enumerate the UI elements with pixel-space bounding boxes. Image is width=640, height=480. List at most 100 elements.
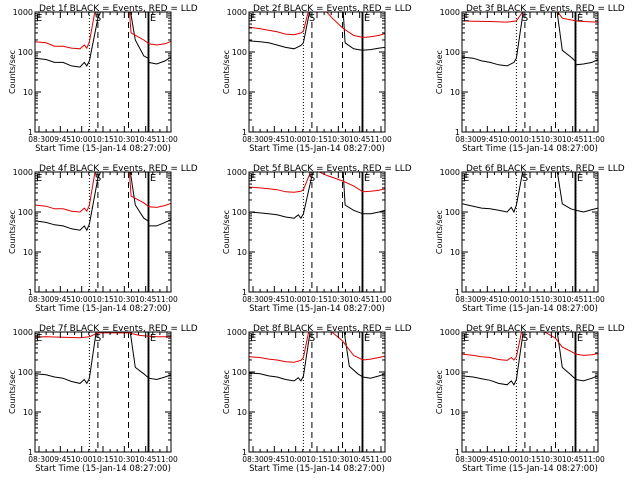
y-tick-label: 10 (23, 248, 33, 257)
y-axis-label: Counts/sec (222, 210, 231, 254)
flag-e-left: E (463, 13, 469, 24)
x-tick-label: 10:15 (519, 295, 541, 304)
plot-frame (461, 331, 599, 453)
x-tick-label: 09:45 (50, 295, 72, 304)
flag-s: S (309, 333, 315, 344)
x-tick-label: 08:30 (242, 455, 264, 464)
y-tick-label: 1000 (440, 328, 460, 337)
x-tick-label: 10:30 (541, 295, 563, 304)
x-tick-label: 11:00 (370, 455, 392, 464)
panel-title: Det 8f BLACK = Events, RED = LLD (253, 324, 412, 334)
flag-e-left: E (250, 13, 256, 24)
x-tick-label: 08:30 (28, 135, 50, 144)
x-tick-label: 10:45 (135, 135, 157, 144)
series-line-events (35, 12, 171, 68)
x-tick-label: 11:00 (156, 295, 178, 304)
series-line-lld (249, 12, 385, 39)
flag-s: S (522, 173, 528, 184)
series-line-events (462, 172, 598, 214)
flag-e-left: E (463, 333, 469, 344)
panel-title: Det 4f BLACK = Events, RED = LLD (39, 164, 198, 174)
x-tick-label: 11:00 (156, 135, 178, 144)
y-tick-label: 100 (232, 48, 247, 57)
panel-title: Det 3f BLACK = Events, RED = LLD (466, 4, 625, 14)
plot-frame (248, 331, 386, 453)
x-tick-label: 10:00 (71, 295, 93, 304)
panel-title: Det 5f BLACK = Events, RED = LLD (253, 164, 412, 174)
y-tick-label: 1 (28, 128, 33, 137)
plot-frame (34, 171, 172, 293)
panel-title: Det 1f BLACK = Events, RED = LLD (39, 4, 198, 14)
y-axis-label: Counts/sec (222, 370, 231, 414)
series-line-events (462, 332, 598, 386)
x-tick-label: 10:00 (498, 135, 520, 144)
x-tick-label: 10:30 (328, 135, 350, 144)
x-tick-label: 10:15 (92, 295, 114, 304)
x-tick-label: 10:30 (114, 135, 136, 144)
flag-e-right: E (577, 13, 583, 24)
x-tick-label: 09:45 (50, 455, 72, 464)
x-tick-label: 10:30 (541, 135, 563, 144)
y-tick-label: 100 (445, 208, 460, 217)
x-axis-label: Start Time (15-Jan-14 08:27:00) (249, 304, 385, 314)
flag-e-right: E (150, 13, 156, 24)
x-tick-label: 08:30 (455, 455, 477, 464)
flag-s: S (95, 173, 101, 184)
y-tick-label: 1 (28, 448, 33, 457)
flag-s: S (522, 333, 528, 344)
flag-s: S (309, 173, 315, 184)
y-tick-label: 10 (23, 408, 33, 417)
flag-e-right: E (364, 333, 370, 344)
x-tick-label: 10:45 (562, 295, 584, 304)
series-group (462, 332, 598, 386)
x-tick-label: 10:30 (328, 455, 350, 464)
x-tick-label: 09:45 (264, 295, 286, 304)
y-tick-label: 100 (445, 368, 460, 377)
x-tick-label: 10:00 (71, 135, 93, 144)
panel-title: Det 6f BLACK = Events, RED = LLD (466, 164, 625, 174)
flag-e-left: E (250, 333, 256, 344)
y-tick-label: 1 (455, 128, 460, 137)
y-tick-label: 1000 (13, 168, 33, 177)
x-axis-label: Start Time (15-Jan-14 08:27:00) (462, 464, 598, 474)
series-group (35, 332, 171, 385)
plot-frame (461, 171, 599, 293)
series-line-lld (462, 332, 598, 361)
x-tick-label: 10:45 (562, 135, 584, 144)
x-axis-label: Start Time (15-Jan-14 08:27:00) (35, 304, 171, 314)
series-line-lld (249, 332, 385, 363)
y-axis-label: Counts/sec (435, 50, 444, 94)
flag-e-left: E (36, 333, 42, 344)
series-line-events (35, 332, 171, 385)
x-tick-label: 10:45 (349, 295, 371, 304)
x-tick-label: 08:30 (242, 295, 264, 304)
y-tick-label: 100 (18, 48, 33, 57)
flag-e-right: E (150, 173, 156, 184)
y-tick-label: 1000 (227, 168, 247, 177)
x-tick-label: 10:45 (562, 455, 584, 464)
x-tick-label: 09:45 (477, 455, 499, 464)
x-tick-label: 10:15 (519, 135, 541, 144)
x-tick-label: 10:15 (306, 455, 328, 464)
y-tick-label: 1000 (440, 8, 460, 17)
x-tick-label: 10:00 (285, 135, 307, 144)
x-axis-label: Start Time (15-Jan-14 08:27:00) (35, 464, 171, 474)
y-tick-label: 10 (450, 248, 460, 257)
x-tick-label: 10:00 (71, 455, 93, 464)
y-tick-label: 1000 (227, 328, 247, 337)
series-line-lld (35, 332, 171, 339)
x-tick-label: 10:15 (306, 135, 328, 144)
y-tick-label: 1 (455, 448, 460, 457)
series-group (35, 12, 171, 68)
y-axis-label: Counts/sec (8, 370, 17, 414)
plot-frame (34, 331, 172, 453)
x-tick-label: 11:00 (583, 455, 605, 464)
y-tick-label: 100 (18, 368, 33, 377)
y-tick-label: 100 (445, 48, 460, 57)
y-tick-label: 10 (450, 88, 460, 97)
x-tick-label: 11:00 (156, 455, 178, 464)
